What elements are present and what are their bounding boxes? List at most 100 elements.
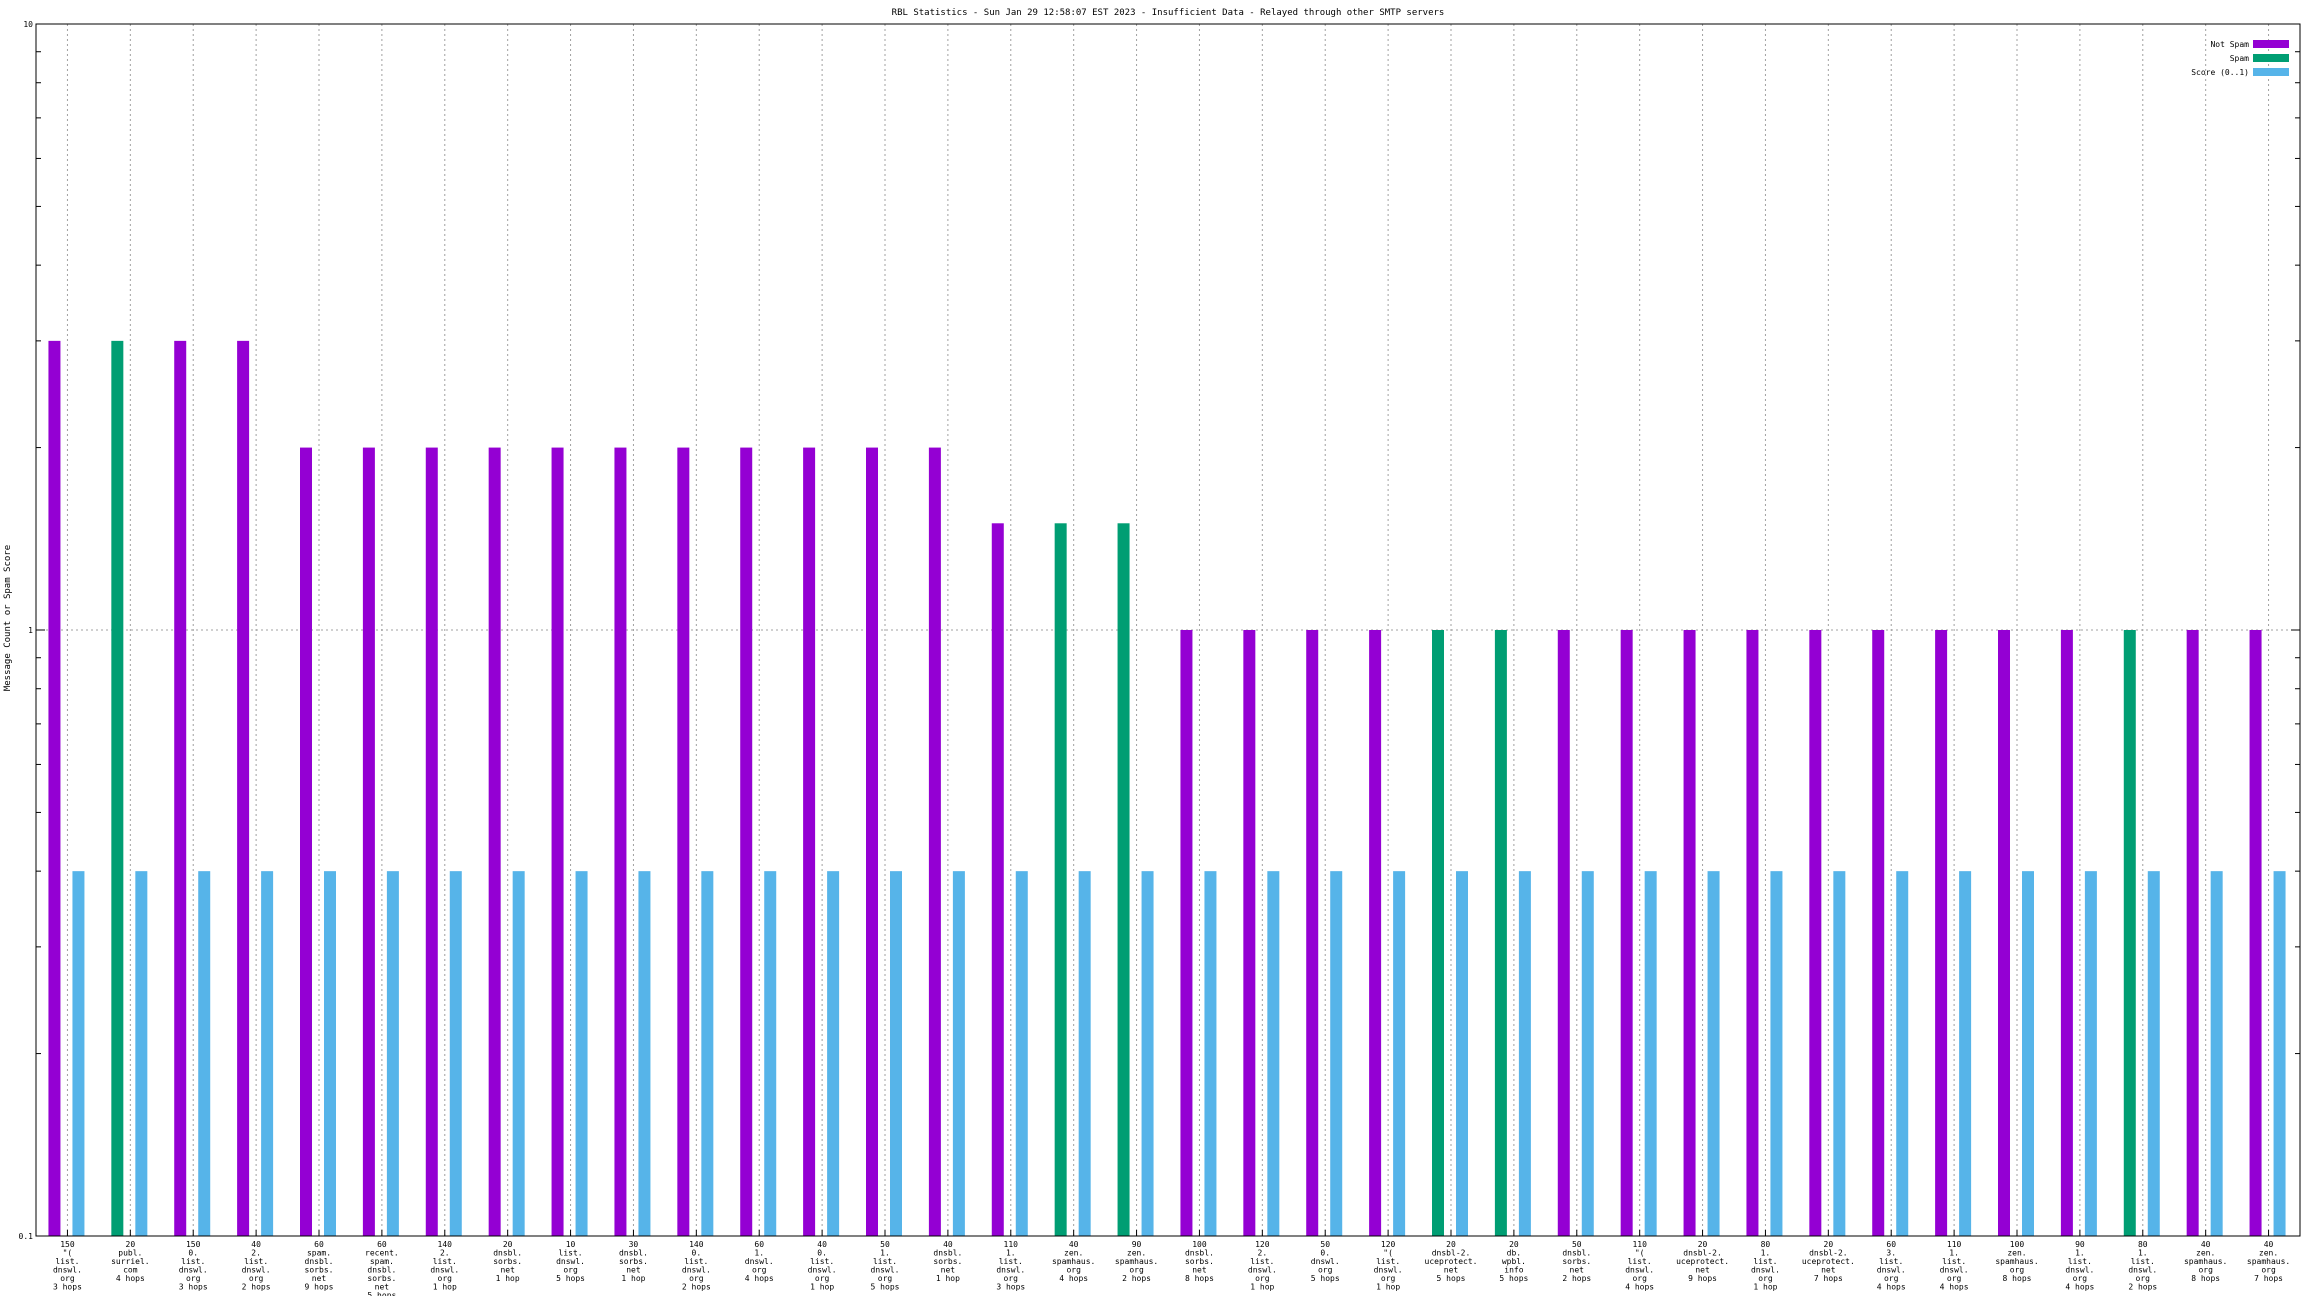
legend-label: Spam [2230, 54, 2249, 63]
bar-score [1896, 871, 1909, 1236]
bar-not-spam [991, 523, 1004, 1236]
bar-score [449, 871, 462, 1236]
bar-not-spam [1998, 630, 2010, 1236]
x-tick-label: 60 3. list. dnswl. org 4 hops [1877, 1240, 1906, 1292]
bar-not-spam [1306, 630, 1319, 1236]
bar-score [575, 871, 588, 1236]
legend-label: Score (0..1) [2191, 68, 2249, 77]
x-tick-label: 120 "(list. dnswl. org 1 hop [1374, 1240, 1403, 1292]
bar-spam [2123, 630, 2136, 1236]
bar-score [1644, 871, 1657, 1236]
x-tick-label: 90 1. list. dnswl. org 4 hops [2065, 1240, 2094, 1292]
y-tick-label: 10 [23, 20, 33, 29]
bar-score [324, 871, 336, 1236]
bar-not-spam [488, 447, 501, 1237]
x-tick-label: 110 "(list. dnswl. org 4 hops [1625, 1240, 1654, 1292]
bar-not-spam [1557, 630, 1570, 1236]
bar-score [135, 871, 148, 1236]
x-tick-label: 20 dnsbl. sorbs. net 1 hop [493, 1240, 522, 1283]
x-tick-label: 100 zen. spamhaus. org 8 hops [1995, 1240, 2038, 1283]
x-tick-label: 140 0. list. dnswl. org 2 hops [682, 1240, 711, 1292]
bar-score [1959, 871, 1972, 1236]
bar-score [1393, 871, 1406, 1236]
bar-not-spam [2249, 630, 2262, 1236]
bar-score [198, 871, 211, 1236]
y-tick-label: 0.1 [19, 1232, 34, 1241]
x-tick-label: 120 2. list. dnswl. org 1 hop [1248, 1240, 1277, 1292]
legend-swatch [2253, 68, 2289, 76]
bar-score [2147, 871, 2160, 1236]
x-tick-label: 40 2. list. dnswl. org 2 hops [242, 1240, 271, 1292]
x-tick-label: 60 recent. spam. dnsbl. sorbs. net 5 hops [365, 1240, 399, 1296]
legend: Not Spam Spam Score (0..1) [2191, 40, 2289, 77]
bar-not-spam [1746, 630, 1759, 1236]
grid [36, 24, 2300, 1236]
bar-spam [1054, 523, 1067, 1236]
x-tick-label: 110 1. list. dnswl. org 3 hops [996, 1240, 1025, 1292]
bar-score [2084, 871, 2097, 1236]
x-tick-label: 110 1. list. dnswl. org 4 hops [1940, 1240, 1969, 1292]
x-tick-label: 40 dnsbl. sorbs. net 1 hop [933, 1240, 962, 1283]
bar-not-spam [551, 447, 564, 1237]
x-tick-label: 40 zen. spamhaus. org 7 hops [2247, 1240, 2290, 1283]
bar-not-spam [2060, 630, 2073, 1236]
y-ticks: 0.1 1 10 [19, 20, 2300, 1241]
bar-score [1707, 871, 1720, 1236]
x-tick-label: 20 dnsbl-2. uceprotect. net 5 hops [1425, 1240, 1478, 1283]
x-tick-label: 30 dnsbl. sorbs. net 1 hop [619, 1240, 648, 1283]
bar-score [638, 871, 651, 1236]
bar-not-spam [928, 447, 941, 1237]
x-tick-label: 50 dnsbl. sorbs. net 2 hops [1562, 1240, 1591, 1283]
bar-not-spam [1369, 630, 1382, 1236]
bar-score [2210, 871, 2223, 1236]
x-tick-label: 40 zen. spamhaus. org 4 hops [1052, 1240, 1095, 1283]
bar-not-spam [237, 340, 250, 1237]
bar-not-spam [1935, 630, 1948, 1236]
bar-not-spam [1683, 630, 1696, 1236]
bar-not-spam [300, 447, 312, 1237]
x-tick-label: 150 0. list. dnswl. org 3 hops [179, 1240, 208, 1292]
bar-spam [1494, 630, 1507, 1236]
bar-score [386, 871, 399, 1236]
y-tick-label: 1 [28, 626, 33, 635]
x-tick-label: 100 dnsbl. sorbs. net 8 hops [1185, 1240, 1214, 1283]
bar-score [72, 871, 85, 1236]
x-tick-label: 40 0. list. dnswl. org 1 hop [808, 1240, 837, 1292]
x-tick-label: 40 zen. spamhaus. org 8 hops [2184, 1240, 2227, 1283]
bar-not-spam [1180, 630, 1193, 1236]
x-tick-label: 90 zen. spamhaus. org 2 hops [1115, 1240, 1158, 1283]
x-tick-label: 50 1. list. dnswl. org 5 hops [871, 1240, 900, 1292]
bar-not-spam [174, 340, 187, 1237]
bar-score [827, 871, 840, 1236]
x-tick-label: 140 2. list. dnswl. org 1 hop [430, 1240, 459, 1292]
x-tick-label: 10 list. dnswl. org 5 hops [556, 1240, 585, 1283]
bar-score [2273, 871, 2286, 1236]
bars [48, 340, 2286, 1237]
bar-score [764, 871, 777, 1236]
bar-spam [111, 340, 124, 1237]
bar-not-spam [48, 340, 61, 1237]
bar-score [2022, 871, 2034, 1236]
bar-score [1267, 871, 1280, 1236]
x-tick-label: 50 0. dnswl. org 5 hops [1311, 1240, 1340, 1283]
bar-not-spam [677, 447, 690, 1237]
bar-score [512, 871, 525, 1236]
x-tick-label: 20 dnsbl-2. uceprotect. net 7 hops [1802, 1240, 1855, 1283]
x-tick-labels: 150 "(list. dnswl. org 3 hops 20 publ. surriel.… [53, 1240, 2290, 1296]
bar-spam [1432, 630, 1444, 1236]
bar-score [1078, 871, 1091, 1236]
bar-not-spam [1809, 630, 1822, 1236]
x-tick-label: 20 dnsbl-2. uceprotect. net 9 hops [1676, 1240, 1729, 1283]
bar-not-spam [866, 447, 878, 1237]
bar-score [1141, 871, 1154, 1236]
bar-not-spam [1872, 630, 1885, 1236]
bar-not-spam [425, 447, 438, 1237]
bar-score [1330, 871, 1343, 1236]
legend-swatch [2253, 54, 2289, 62]
bar-not-spam [614, 447, 627, 1237]
x-tick-label: 20 publ. surriel. com 4 hops [111, 1240, 150, 1283]
bar-not-spam [362, 447, 375, 1237]
bar-not-spam [803, 447, 816, 1237]
bar-score [890, 871, 902, 1236]
